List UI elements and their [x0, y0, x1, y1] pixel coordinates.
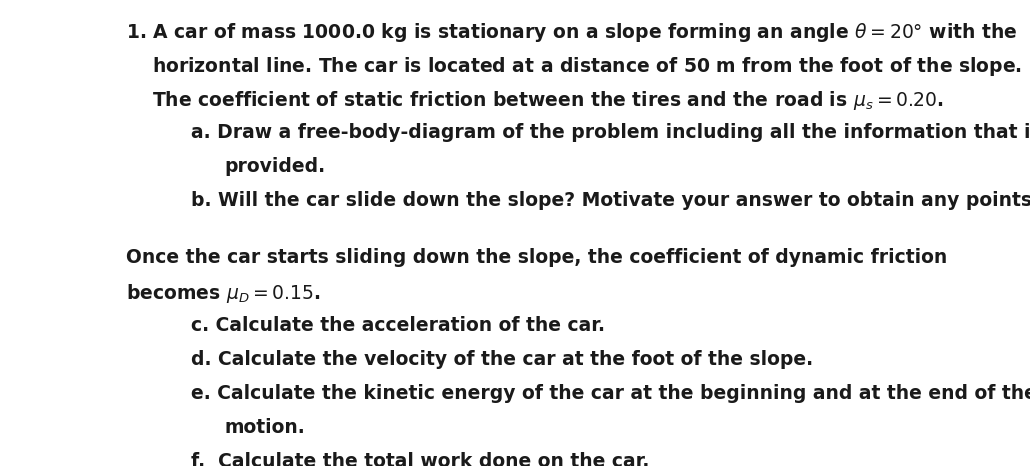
Text: a. Draw a free-body-diagram of the problem including all the information that is: a. Draw a free-body-diagram of the probl… [191, 123, 1030, 142]
Text: provided.: provided. [225, 157, 325, 176]
Text: d. Calculate the velocity of the car at the foot of the slope.: d. Calculate the velocity of the car at … [191, 350, 813, 370]
Text: 1. A car of mass 1000.0 kg is stationary on a slope forming an angle $\theta = 2: 1. A car of mass 1000.0 kg is stationary… [126, 21, 1018, 44]
Text: horizontal line. The car is located at a distance of $\mathbf{50}$ $\mathbf{m}$ : horizontal line. The car is located at a… [152, 55, 1023, 78]
Text: Once the car starts sliding down the slope, the coefficient of dynamic friction: Once the car starts sliding down the slo… [126, 248, 947, 267]
Text: f.  Calculate the total work done on the car.: f. Calculate the total work done on the … [191, 452, 649, 466]
Text: c. Calculate the acceleration of the car.: c. Calculate the acceleration of the car… [191, 316, 605, 336]
Text: The coefficient of static friction between the tires and the road is $\mu_s = 0.: The coefficient of static friction betwe… [152, 89, 943, 112]
Text: motion.: motion. [225, 418, 305, 438]
Text: e. Calculate the kinetic energy of the car at the beginning and at the end of th: e. Calculate the kinetic energy of the c… [191, 384, 1030, 404]
Text: b. Will the car slide down the slope? Motivate your answer to obtain any points.: b. Will the car slide down the slope? Mo… [191, 191, 1030, 210]
Text: becomes $\mu_D = 0.15$.: becomes $\mu_D = 0.15$. [126, 282, 320, 305]
